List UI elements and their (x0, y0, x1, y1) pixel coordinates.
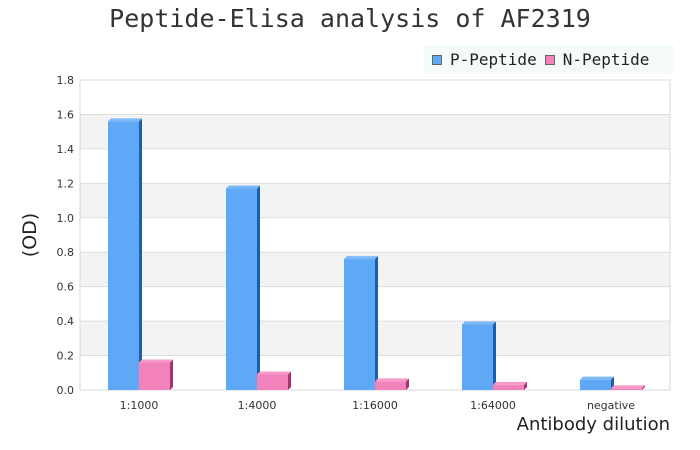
x-tick-label: negative (587, 399, 635, 412)
bar (580, 379, 611, 390)
legend-swatch (544, 54, 555, 65)
y-tick-label: 1.4 (57, 143, 75, 156)
bar-side (642, 385, 645, 390)
bar-top (344, 256, 378, 260)
chart-title: Peptide-Elisa analysis of AF2319 (109, 4, 591, 33)
bar-side (170, 359, 173, 390)
bar-side (493, 321, 496, 390)
legend-swatch (432, 54, 442, 65)
bar-top (257, 371, 291, 375)
bar-top (375, 378, 409, 382)
bar-top (226, 185, 260, 189)
legend: P-Peptide N-Peptide (424, 45, 674, 74)
bar-top (611, 385, 645, 389)
x-tick-label: 1:64000 (470, 399, 516, 412)
bar-side (139, 118, 142, 390)
y-tick-label: 0.8 (57, 246, 75, 259)
y-tick-label: 0.2 (57, 350, 75, 363)
x-tick-label: 1:4000 (238, 399, 277, 412)
y-tick-label: 0.6 (57, 281, 75, 294)
grid-band (80, 114, 670, 149)
bar-side (524, 381, 527, 390)
y-tick-label: 0.4 (57, 315, 75, 328)
y-tick-label: 1.0 (57, 212, 75, 225)
bar-top (139, 359, 173, 363)
y-tick-label: 0.0 (57, 384, 75, 397)
x-tick-label: 1:16000 (352, 399, 398, 412)
legend-item-p-peptide: P-Peptide (432, 50, 537, 69)
grid-band (80, 183, 670, 218)
bar-side (406, 378, 409, 390)
legend-item-n-peptide: N-Peptide (544, 50, 650, 69)
y-tick-label: 1.8 (57, 74, 75, 87)
x-tick-label: 1:1000 (120, 399, 159, 412)
x-axis-label: Antibody dilution (516, 414, 670, 435)
bar-side (375, 256, 378, 390)
bar (139, 362, 170, 390)
bar (344, 259, 375, 390)
y-axis-label: (OD) (19, 212, 41, 258)
bar (462, 324, 493, 390)
bar (611, 388, 642, 390)
bar (493, 384, 524, 390)
bar (226, 188, 257, 390)
bar (375, 381, 406, 390)
legend-label: P-Peptide (450, 50, 537, 69)
bar-top (493, 381, 527, 385)
y-tick-label: 1.6 (57, 108, 75, 121)
bar-side (288, 371, 291, 390)
bar (257, 374, 288, 390)
bar (108, 121, 139, 390)
bar-top (462, 321, 496, 325)
legend-label: N-Peptide (562, 50, 650, 69)
y-tick-label: 1.2 (57, 177, 75, 190)
bar-top (580, 376, 614, 380)
bar-side (257, 185, 260, 390)
bar-top (108, 118, 142, 122)
